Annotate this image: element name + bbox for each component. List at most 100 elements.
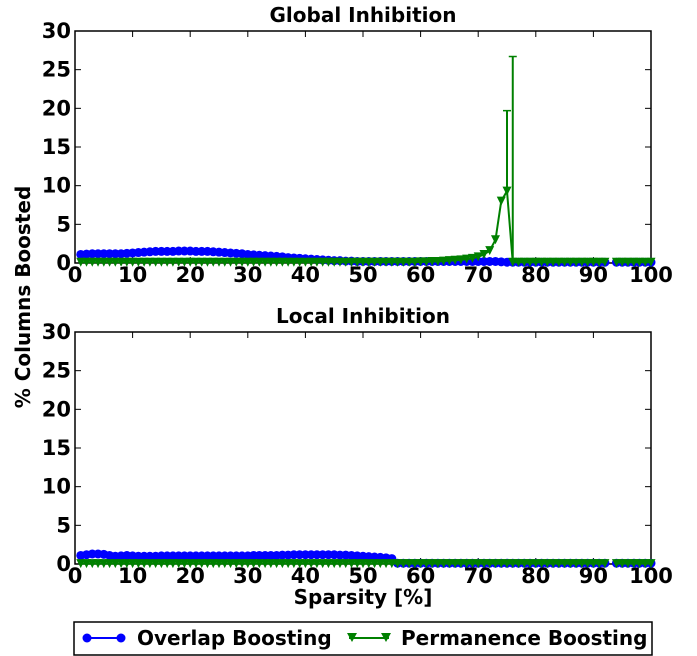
data-point [272, 257, 282, 267]
data-point [277, 257, 287, 267]
data-point [450, 559, 460, 569]
data-point [87, 559, 97, 569]
series-permanence-boosting [76, 55, 656, 267]
data-point [427, 256, 437, 266]
data-point [629, 559, 639, 569]
y-tick-label: 0 [56, 552, 71, 576]
data-point [191, 559, 201, 569]
data-point [231, 559, 241, 569]
data-point [611, 257, 621, 267]
x-tick-label: 70 [464, 263, 493, 287]
data-point [358, 257, 368, 267]
data-point [600, 559, 610, 569]
legend-marker-overlap [82, 633, 92, 643]
data-point [260, 257, 270, 267]
y-tick-label: 30 [42, 320, 71, 344]
y-tick-label: 25 [42, 359, 71, 383]
y-axis-label: % Columns Boosted [11, 186, 35, 409]
plot-area [74, 331, 652, 565]
data-point [105, 257, 115, 267]
data-point [116, 559, 126, 569]
data-point [191, 257, 201, 267]
legend-marker-permanence [347, 633, 357, 642]
data-point [295, 257, 305, 267]
data-point [202, 257, 212, 267]
data-point [318, 559, 328, 569]
x-tick-label: 60 [406, 263, 435, 287]
data-point [277, 559, 287, 569]
y-tick-label: 20 [42, 96, 71, 120]
data-point [323, 257, 333, 267]
legend-label-permanence: Permanence Boosting [401, 626, 647, 650]
data-point [151, 559, 161, 569]
data-point [421, 559, 431, 569]
data-point [364, 257, 374, 267]
data-point [295, 559, 305, 569]
data-point [168, 559, 178, 569]
data-point [456, 255, 466, 265]
data-point [323, 559, 333, 569]
y-tick-label: 20 [42, 397, 71, 421]
data-point [617, 559, 627, 569]
data-point [387, 559, 397, 569]
y-tick-label: 30 [42, 19, 71, 43]
data-point [381, 559, 391, 569]
data-point [116, 257, 126, 267]
data-point [87, 257, 97, 267]
data-point [352, 559, 362, 569]
data-point [306, 559, 316, 569]
data-point [346, 559, 356, 569]
data-point [283, 559, 293, 569]
data-point [514, 559, 524, 569]
data-point [122, 257, 132, 267]
data-point [375, 559, 385, 569]
x-tick-label: 20 [176, 263, 205, 287]
x-tick-label: 0 [68, 564, 83, 588]
data-point [496, 559, 506, 569]
data-point [473, 559, 483, 569]
chart-title: Local Inhibition [276, 304, 450, 328]
data-point [485, 559, 495, 569]
data-point [197, 559, 207, 569]
data-point [110, 559, 120, 569]
data-point [404, 559, 414, 569]
data-point [254, 559, 264, 569]
chart-global-inhibition: Global Inhibition 0 10 20 30 40 50 60 70 80 90 100… [42, 3, 673, 287]
data-point [588, 257, 598, 267]
x-tick-label: 80 [521, 263, 550, 287]
data-point [364, 559, 374, 569]
data-point [393, 257, 403, 267]
y-tick-label: 15 [42, 436, 71, 460]
legend-marker-permanence [381, 633, 391, 642]
data-point [168, 257, 178, 267]
data-point [462, 254, 472, 264]
x-tick-label: 100 [629, 263, 673, 287]
data-point [427, 559, 437, 569]
data-point [352, 257, 362, 267]
data-point [611, 559, 621, 569]
data-point [174, 559, 184, 569]
legend-label-overlap: Overlap Boosting [137, 626, 332, 650]
data-point [421, 257, 431, 267]
data-point [554, 559, 564, 569]
data-point [571, 559, 581, 569]
data-point [623, 559, 633, 569]
data-point [243, 559, 253, 569]
data-point [542, 257, 552, 267]
x-tick-label: 50 [348, 263, 377, 287]
data-point [226, 257, 236, 267]
data-point [346, 257, 356, 267]
data-point [226, 559, 236, 569]
data-point [105, 559, 115, 569]
data-point [139, 257, 149, 267]
data-point [220, 257, 230, 267]
data-point [370, 257, 380, 267]
y-tick-label: 15 [42, 135, 71, 159]
data-point [335, 257, 345, 267]
data-point [588, 559, 598, 569]
data-point [525, 257, 535, 267]
data-point [640, 257, 650, 267]
data-point [145, 257, 155, 267]
data-point [243, 257, 253, 267]
data-point [450, 255, 460, 265]
